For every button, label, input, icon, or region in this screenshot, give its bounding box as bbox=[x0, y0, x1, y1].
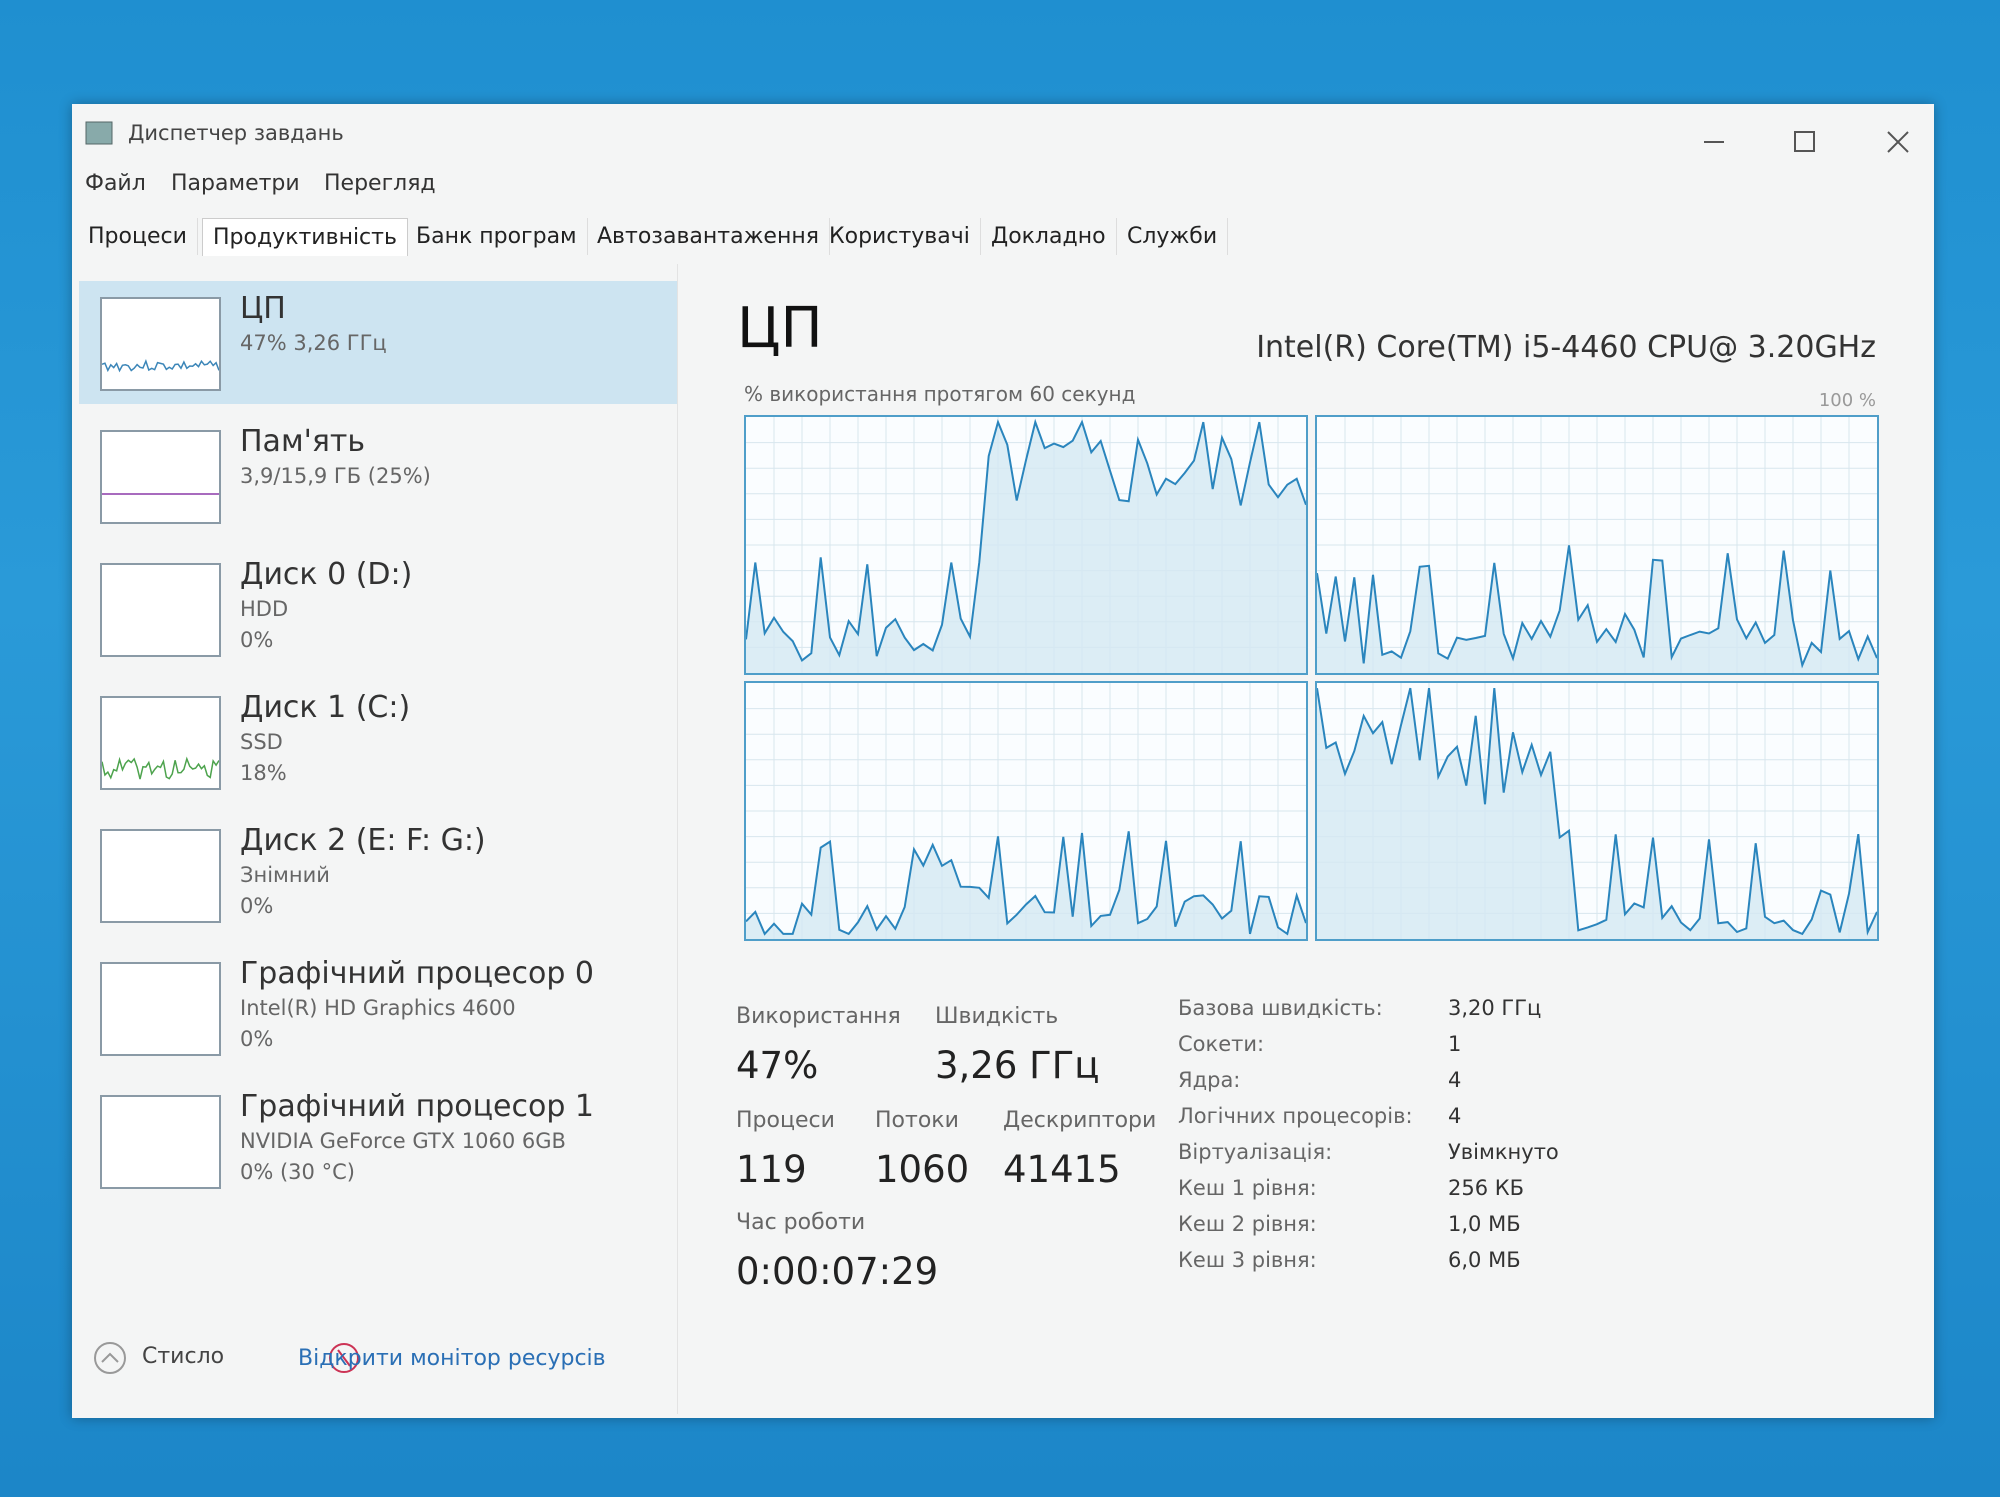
cpu-model: Intel(R) Core(TM) i5-4460 CPU@ 3.20GHz bbox=[1256, 330, 1876, 365]
sidebar-name[interactable]: Пам'ять bbox=[240, 424, 366, 459]
cpu-graph bbox=[744, 415, 1308, 675]
sidebar-detail: 18% bbox=[240, 761, 287, 785]
menu-item[interactable]: Параметри bbox=[171, 171, 300, 196]
thumbnail bbox=[100, 1095, 221, 1189]
stat-label: Час роботи bbox=[736, 1210, 866, 1235]
graph-plot bbox=[1316, 417, 1878, 673]
detail-value: 1,0 МБ bbox=[1448, 1212, 1521, 1236]
divider bbox=[677, 264, 678, 1414]
sidebar-detail: HDD bbox=[240, 597, 289, 621]
open-resource-monitor[interactable]: Відкрити монітор ресурсів bbox=[298, 1346, 606, 1371]
menu-item[interactable]: Перегляд bbox=[324, 171, 436, 196]
window-title: Диспетчер завдань bbox=[128, 121, 344, 145]
detail-label: Віртуалізація: bbox=[1178, 1140, 1333, 1164]
detail-value: 4 bbox=[1448, 1068, 1462, 1092]
sidebar-detail: Знімний bbox=[240, 863, 330, 887]
stat-value: 41415 bbox=[1003, 1148, 1121, 1191]
tab[interactable]: Процеси bbox=[78, 218, 198, 255]
stat-label: Швидкість bbox=[935, 1004, 1059, 1029]
thumbnail bbox=[100, 829, 221, 923]
graph-plot bbox=[745, 683, 1307, 939]
thumbnail bbox=[100, 563, 221, 657]
sidebar-detail: NVIDIA GeForce GTX 1060 6GB bbox=[240, 1129, 566, 1153]
detail-label: Кеш 2 рівня: bbox=[1178, 1212, 1317, 1236]
detail-value: 256 КБ bbox=[1448, 1176, 1525, 1200]
detail-label: Сокети: bbox=[1178, 1032, 1265, 1056]
cpu-graph bbox=[1315, 681, 1879, 941]
thumb-graph bbox=[102, 493, 219, 495]
stat-value: 1060 bbox=[875, 1148, 970, 1191]
detail-label: Кеш 3 рівня: bbox=[1178, 1248, 1317, 1272]
tab[interactable]: Служби bbox=[1117, 218, 1229, 255]
fewer-details[interactable]: Стисло bbox=[142, 1344, 225, 1369]
stat-label: Потоки bbox=[875, 1108, 959, 1133]
detail-label: Базова швидкість: bbox=[1178, 996, 1383, 1020]
sidebar-detail: 47% 3,26 ГГц bbox=[240, 331, 387, 355]
sidebar-name[interactable]: ЦП bbox=[240, 291, 286, 326]
detail-label: Логічних процесорів: bbox=[1178, 1104, 1413, 1128]
sidebar-detail: SSD bbox=[240, 730, 283, 754]
detail-value: 6,0 МБ bbox=[1448, 1248, 1521, 1272]
sidebar-name[interactable]: Диск 2 (E: F: G:) bbox=[240, 823, 486, 858]
stat-value: 0:00:07:29 bbox=[736, 1250, 939, 1293]
cpu-graph bbox=[744, 681, 1308, 941]
sidebar-name[interactable]: Графічний процесор 1 bbox=[240, 1089, 594, 1124]
thumbnail bbox=[100, 297, 221, 391]
stat-value: 47% bbox=[736, 1044, 819, 1087]
thumbnail bbox=[100, 696, 221, 790]
thumbnail bbox=[100, 962, 221, 1056]
menu-item[interactable]: Файл bbox=[85, 171, 146, 196]
sidebar-detail: 0% (30 °C) bbox=[240, 1160, 355, 1184]
window-controls bbox=[85, 121, 1909, 153]
sidebar-detail: 3,9/15,9 ГБ (25%) bbox=[240, 464, 431, 488]
detail-value: 4 bbox=[1448, 1104, 1462, 1128]
tab[interactable]: Користувачі bbox=[819, 218, 981, 255]
task-manager-window: Диспетчер завдань Стисло Відкрити моніто… bbox=[72, 104, 1934, 1418]
sidebar-name[interactable]: Диск 1 (C:) bbox=[240, 690, 411, 725]
detail-value: 1 bbox=[1448, 1032, 1462, 1056]
stat-value: 119 bbox=[736, 1148, 807, 1191]
tab[interactable]: Продуктивність bbox=[202, 218, 408, 256]
graph-max: 100 % bbox=[1818, 390, 1876, 411]
sidebar-detail: Intel(R) HD Graphics 4600 bbox=[240, 996, 516, 1020]
perf-title: ЦП bbox=[737, 296, 823, 361]
detail-value: 3,20 ГГц bbox=[1448, 996, 1542, 1020]
thumb-graph bbox=[101, 359, 220, 373]
tab[interactable]: Автозавантаження bbox=[587, 218, 830, 255]
tab[interactable]: Банк програм bbox=[406, 218, 588, 255]
thumb-graph bbox=[101, 756, 220, 780]
sidebar-name[interactable]: Диск 0 (D:) bbox=[240, 557, 413, 592]
footer-icons bbox=[94, 1342, 359, 1374]
stat-label: Дескриптори bbox=[1003, 1108, 1157, 1133]
stat-label: Використання bbox=[736, 1004, 901, 1029]
tab[interactable]: Докладно bbox=[981, 218, 1117, 255]
detail-label: Кеш 1 рівня: bbox=[1178, 1176, 1317, 1200]
sidebar-name[interactable]: Графічний процесор 0 bbox=[240, 956, 594, 991]
sidebar-detail: 0% bbox=[240, 628, 274, 652]
stat-value: 3,26 ГГц bbox=[935, 1044, 1100, 1087]
stat-label: Процеси bbox=[736, 1108, 835, 1133]
graph-label: % використання протягом 60 секунд bbox=[744, 382, 1136, 406]
sidebar-detail: 0% bbox=[240, 1027, 274, 1051]
detail-label: Ядра: bbox=[1178, 1068, 1241, 1092]
thumbnail bbox=[100, 430, 221, 524]
detail-value: Увімкнуто bbox=[1448, 1140, 1559, 1164]
graph-plot bbox=[1316, 683, 1878, 939]
cpu-graph bbox=[1315, 415, 1879, 675]
graph-plot bbox=[745, 417, 1307, 673]
sidebar-detail: 0% bbox=[240, 894, 274, 918]
